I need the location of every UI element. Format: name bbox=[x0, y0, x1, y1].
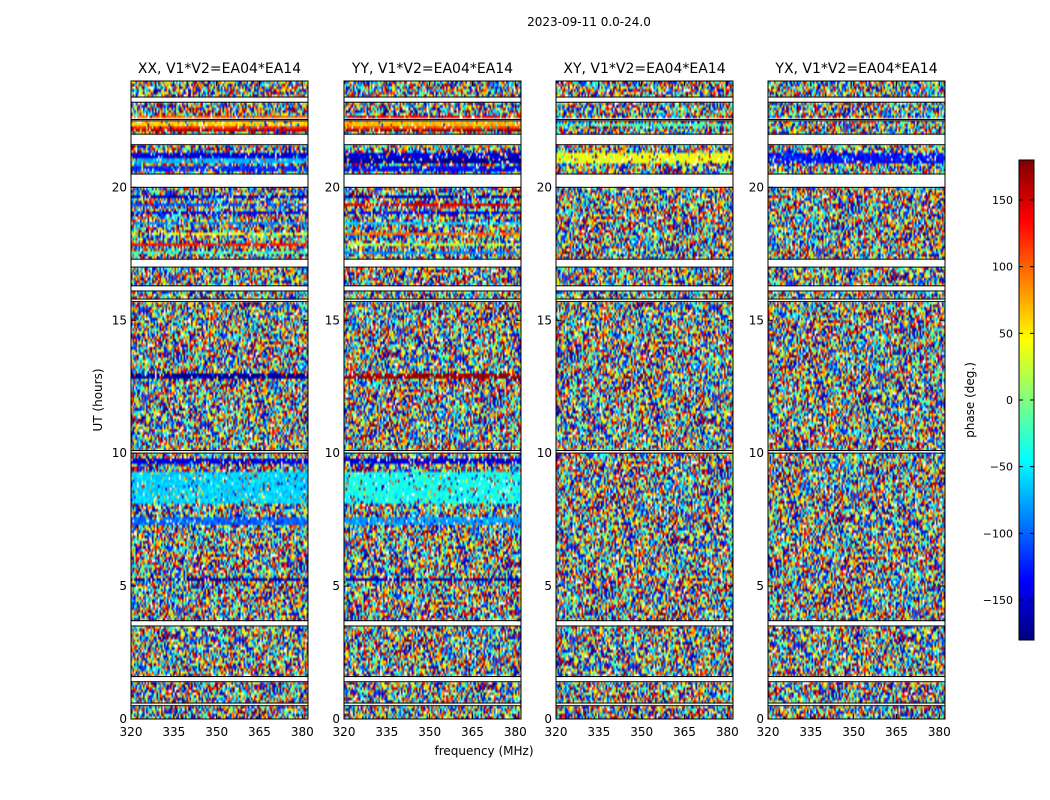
y-tick-label: 20 bbox=[537, 180, 552, 194]
y-tick-label: 5 bbox=[119, 579, 127, 593]
heatmap-panel-xx: XX, V1*V2=EA04*EA14 320 335 350 365 380 0 5 10 15… bbox=[112, 61, 314, 739]
y-tick-label: 15 bbox=[749, 313, 764, 327]
y-tick-label: 5 bbox=[756, 579, 764, 593]
x-tick-label: 350 bbox=[205, 725, 228, 739]
heatmap-image bbox=[768, 81, 945, 719]
heatmap-panels: XX, V1*V2=EA04*EA14 320 335 350 365 380 0 5 10 15… bbox=[112, 61, 951, 739]
x-tick-label: 350 bbox=[630, 725, 653, 739]
heatmap-image bbox=[344, 81, 521, 719]
y-tick-label: 20 bbox=[325, 180, 340, 194]
x-tick-label: 335 bbox=[587, 725, 610, 739]
y-tick-label: 0 bbox=[544, 712, 552, 726]
heatmap-image bbox=[131, 81, 308, 719]
colorbar-tick-label: −150 bbox=[983, 594, 1013, 607]
y-tick-label: 20 bbox=[749, 180, 764, 194]
x-tick-label: 335 bbox=[162, 725, 185, 739]
panel-frame bbox=[555, 80, 734, 720]
panel-frame bbox=[130, 80, 309, 720]
x-tick-label: 365 bbox=[885, 725, 908, 739]
y-tick-label: 10 bbox=[112, 446, 127, 460]
colorbar-tick-label: −100 bbox=[983, 527, 1013, 540]
y-tick-label: 5 bbox=[544, 579, 552, 593]
x-tick-label: 380 bbox=[291, 725, 314, 739]
y-tick-label: 10 bbox=[749, 446, 764, 460]
panel-title: XY, V1*V2=EA04*EA14 bbox=[563, 61, 725, 77]
colorbar-tick-label: −50 bbox=[990, 461, 1013, 474]
x-tick-label: 335 bbox=[799, 725, 822, 739]
colorbar-label: phase (deg.) bbox=[963, 362, 977, 438]
heatmap-panel-xy: XY, V1*V2=EA04*EA14 320 335 350 365 380 0 5 10 15… bbox=[537, 61, 739, 739]
colorbar-tick-label: 150 bbox=[992, 194, 1013, 207]
y-tick-label: 5 bbox=[332, 579, 340, 593]
y-tick-label: 0 bbox=[756, 712, 764, 726]
x-tick-label: 320 bbox=[757, 725, 780, 739]
x-tick-label: 320 bbox=[545, 725, 568, 739]
colorbar-tick-label: 0 bbox=[1006, 394, 1013, 407]
y-tick-label: 15 bbox=[112, 313, 127, 327]
heatmap-panel-yx: YX, V1*V2=EA04*EA14 320 335 350 365 380 0 5 10 15… bbox=[749, 61, 951, 739]
x-tick-label: 320 bbox=[333, 725, 356, 739]
y-tick-label: 0 bbox=[119, 712, 127, 726]
y-tick-label: 15 bbox=[537, 313, 552, 327]
heatmap-image bbox=[556, 81, 733, 719]
panel-frame bbox=[767, 80, 946, 720]
y-tick-label: 0 bbox=[332, 712, 340, 726]
colorbar-tick-label: 100 bbox=[992, 261, 1013, 274]
x-tick-label: 365 bbox=[673, 725, 696, 739]
heatmap-panel-yy: YY, V1*V2=EA04*EA14 320 335 350 365 380 0 5 10 15… bbox=[325, 61, 527, 739]
y-tick-label: 15 bbox=[325, 313, 340, 327]
x-tick-label: 320 bbox=[120, 725, 143, 739]
shared-x-axis-label: frequency (MHz) bbox=[434, 744, 533, 758]
y-tick-label: 20 bbox=[112, 180, 127, 194]
shared-y-axis-label: UT (hours) bbox=[91, 368, 105, 431]
panel-frame bbox=[343, 80, 522, 720]
x-tick-label: 380 bbox=[928, 725, 951, 739]
figure-suptitle: 2023-09-11 0.0-24.0 bbox=[527, 15, 651, 29]
panel-title: YY, V1*V2=EA04*EA14 bbox=[351, 61, 513, 77]
colorbar-tick-label: 50 bbox=[999, 327, 1013, 340]
panel-title: XX, V1*V2=EA04*EA14 bbox=[138, 61, 301, 77]
x-tick-label: 380 bbox=[504, 725, 527, 739]
panel-title: YX, V1*V2=EA04*EA14 bbox=[774, 61, 937, 77]
x-tick-label: 365 bbox=[248, 725, 271, 739]
x-tick-label: 380 bbox=[716, 725, 739, 739]
x-tick-label: 350 bbox=[842, 725, 865, 739]
x-tick-label: 335 bbox=[375, 725, 398, 739]
phase-colorbar: 150 100 50 0 −50 −100 −150 phase (deg.) bbox=[963, 159, 1035, 641]
y-tick-label: 10 bbox=[325, 446, 340, 460]
y-tick-label: 10 bbox=[537, 446, 552, 460]
x-tick-label: 365 bbox=[461, 725, 484, 739]
x-tick-label: 350 bbox=[418, 725, 441, 739]
